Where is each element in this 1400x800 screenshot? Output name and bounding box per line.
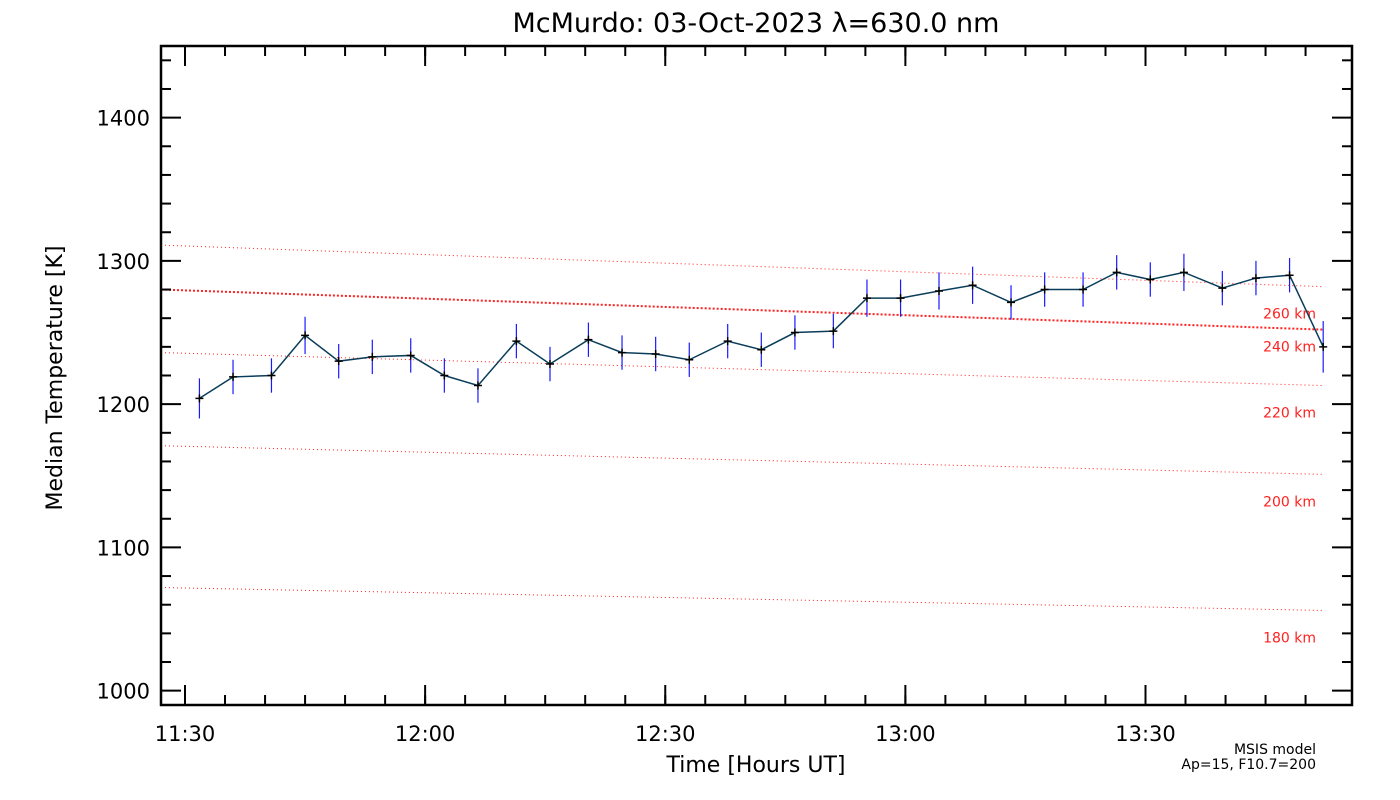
data-point <box>334 357 343 366</box>
x-axis-label: Time [Hours UT] <box>666 753 846 778</box>
y-tick-label: 1400 <box>97 107 150 131</box>
x-tick-label: 12:30 <box>635 722 696 746</box>
msis-line-2 <box>160 352 1324 387</box>
y-tick-label: 1300 <box>97 250 150 274</box>
data-point <box>1285 271 1294 280</box>
msis-params-note: Ap=15, F10.7=200 <box>1181 757 1316 773</box>
x-tick-label: 13:00 <box>875 722 936 746</box>
data-point <box>968 281 977 290</box>
plot-frame <box>159 44 1354 707</box>
chart-title: McMurdo: 03-Oct-2023 λ=630.0 nm <box>513 8 1000 39</box>
data-point <box>368 352 377 361</box>
data-point <box>1040 285 1049 294</box>
data-point <box>896 294 905 303</box>
msis-reference-lines: 180 km 200 km 220 km 240 km 260 km <box>160 244 1324 646</box>
msis-line-label: 200 km <box>1263 494 1316 510</box>
data-point <box>790 328 799 337</box>
data-point <box>301 331 310 340</box>
y-tick-label: 1200 <box>97 393 150 417</box>
x-tick-label: 11:30 <box>155 722 216 746</box>
msis-line-1 <box>160 445 1324 475</box>
data-point <box>723 337 732 346</box>
msis-line-label: 220 km <box>1263 406 1316 422</box>
x-tick-label: 12:00 <box>395 722 456 746</box>
msis-line-4 <box>160 244 1324 288</box>
data-point <box>473 381 482 390</box>
data-point <box>406 351 415 360</box>
data-point <box>1179 268 1188 277</box>
data-point <box>512 337 521 346</box>
data-point <box>862 294 871 303</box>
data-point <box>1079 285 1088 294</box>
data-point <box>651 350 660 359</box>
data-point <box>757 345 766 354</box>
data-point <box>584 335 593 344</box>
y-axis-label: Median Temperature [K] <box>43 246 68 511</box>
data-point <box>229 372 238 381</box>
data-point <box>829 327 838 336</box>
msis-line-3 <box>160 288 1324 331</box>
data-series <box>195 268 1328 403</box>
data-point <box>195 394 204 403</box>
data-point <box>1112 268 1121 277</box>
data-point <box>1146 275 1155 284</box>
msis-line-label: 260 km <box>1263 307 1316 323</box>
plot-axes: 11:30 12:00 12:30 13:00 13:30 1000 1100 1200 130… <box>97 44 1354 746</box>
data-point <box>934 286 943 295</box>
data-point <box>685 355 694 364</box>
data-point <box>267 371 276 380</box>
data-point <box>1218 284 1227 293</box>
y-tick-label: 1000 <box>97 680 150 704</box>
x-tick-label: 13:30 <box>1115 722 1176 746</box>
y-tick-label: 1100 <box>97 536 150 560</box>
data-point <box>1007 298 1016 307</box>
data-point <box>1251 274 1260 283</box>
data-point <box>545 360 554 369</box>
msis-line-label: 240 km <box>1263 340 1316 356</box>
data-point <box>618 348 627 357</box>
msis-model-note: MSIS model <box>1234 742 1316 758</box>
data-point <box>1319 342 1328 351</box>
msis-line-label: 180 km <box>1263 630 1316 646</box>
msis-line-0 <box>160 587 1324 611</box>
data-point <box>440 371 449 380</box>
